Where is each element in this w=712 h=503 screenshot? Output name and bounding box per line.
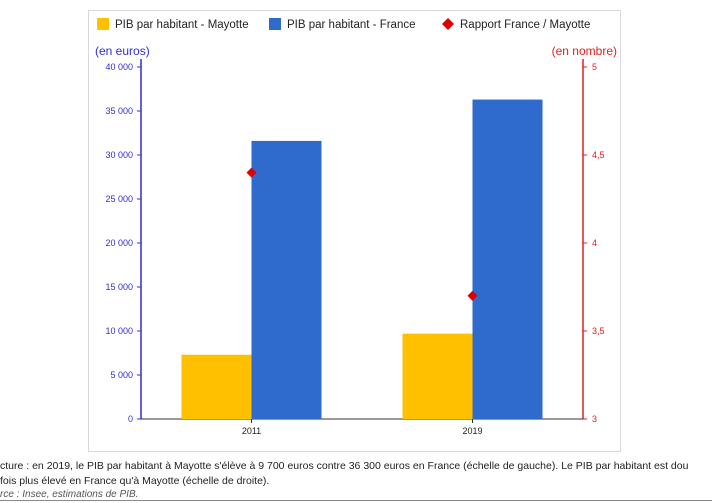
y-tick-left-label: 25 000 [105, 194, 133, 204]
chart-frame: PIB par habitant - Mayotte PIB par habita… [88, 10, 621, 452]
x-tick-label-2019: 2019 [462, 426, 482, 436]
legend-label-ratio: Rapport France / Mayotte [460, 19, 590, 31]
y-tick-right-label: 4,5 [592, 150, 605, 160]
ratio-marker-2011 [246, 167, 257, 178]
legend-marker-ratio [442, 18, 454, 30]
bar-mayotte-2019 [402, 333, 473, 419]
legend-label-1: PIB par habitant - Mayotte [115, 19, 249, 31]
caption-line-1: cture : en 2019, le PIB par habitant à M… [0, 460, 689, 472]
y-tick-left-label: 35 000 [105, 106, 133, 116]
y-tick-right-label: 3,5 [592, 326, 605, 336]
y-tick-left-label: 5 000 [110, 370, 133, 380]
y-tick-left-label: 10 000 [105, 326, 133, 336]
legend-label-2: PIB par habitant - France [287, 19, 415, 31]
y-tick-right-label: 5 [592, 62, 597, 72]
y-tick-left-label: 15 000 [105, 282, 133, 292]
chart-caption: cture : en 2019, le PIB par habitant à M… [0, 459, 712, 489]
bar-france-2019 [472, 99, 543, 419]
y-axis-right-title: (en nombre) [552, 44, 617, 58]
divider [0, 500, 712, 501]
bar-mayotte-2011 [181, 354, 252, 419]
y-tick-left-label: 20 000 [105, 238, 133, 248]
chart: PIB par habitant - Mayotte PIB par habita… [95, 18, 617, 436]
legend-swatch-2 [269, 18, 281, 30]
source-note: rce : Insee, estimations de PIB. [0, 489, 139, 500]
y-tick-left-label: 0 [128, 414, 133, 424]
y-tick-right-label: 3 [592, 414, 597, 424]
y-tick-left-label: 40 000 [105, 62, 133, 72]
ratio-marker-2019 [467, 290, 478, 301]
y-tick-left-label: 30 000 [105, 150, 133, 160]
x-tick-label-2011: 2011 [242, 426, 261, 436]
caption-line-2: fois plus élevé en France qu'à Mayotte (… [0, 475, 270, 487]
y-tick-right-label: 4 [592, 238, 597, 248]
y-axis-left-title: (en euros) [95, 44, 150, 58]
bar-france-2011 [251, 140, 322, 420]
legend-swatch-1 [97, 18, 109, 30]
